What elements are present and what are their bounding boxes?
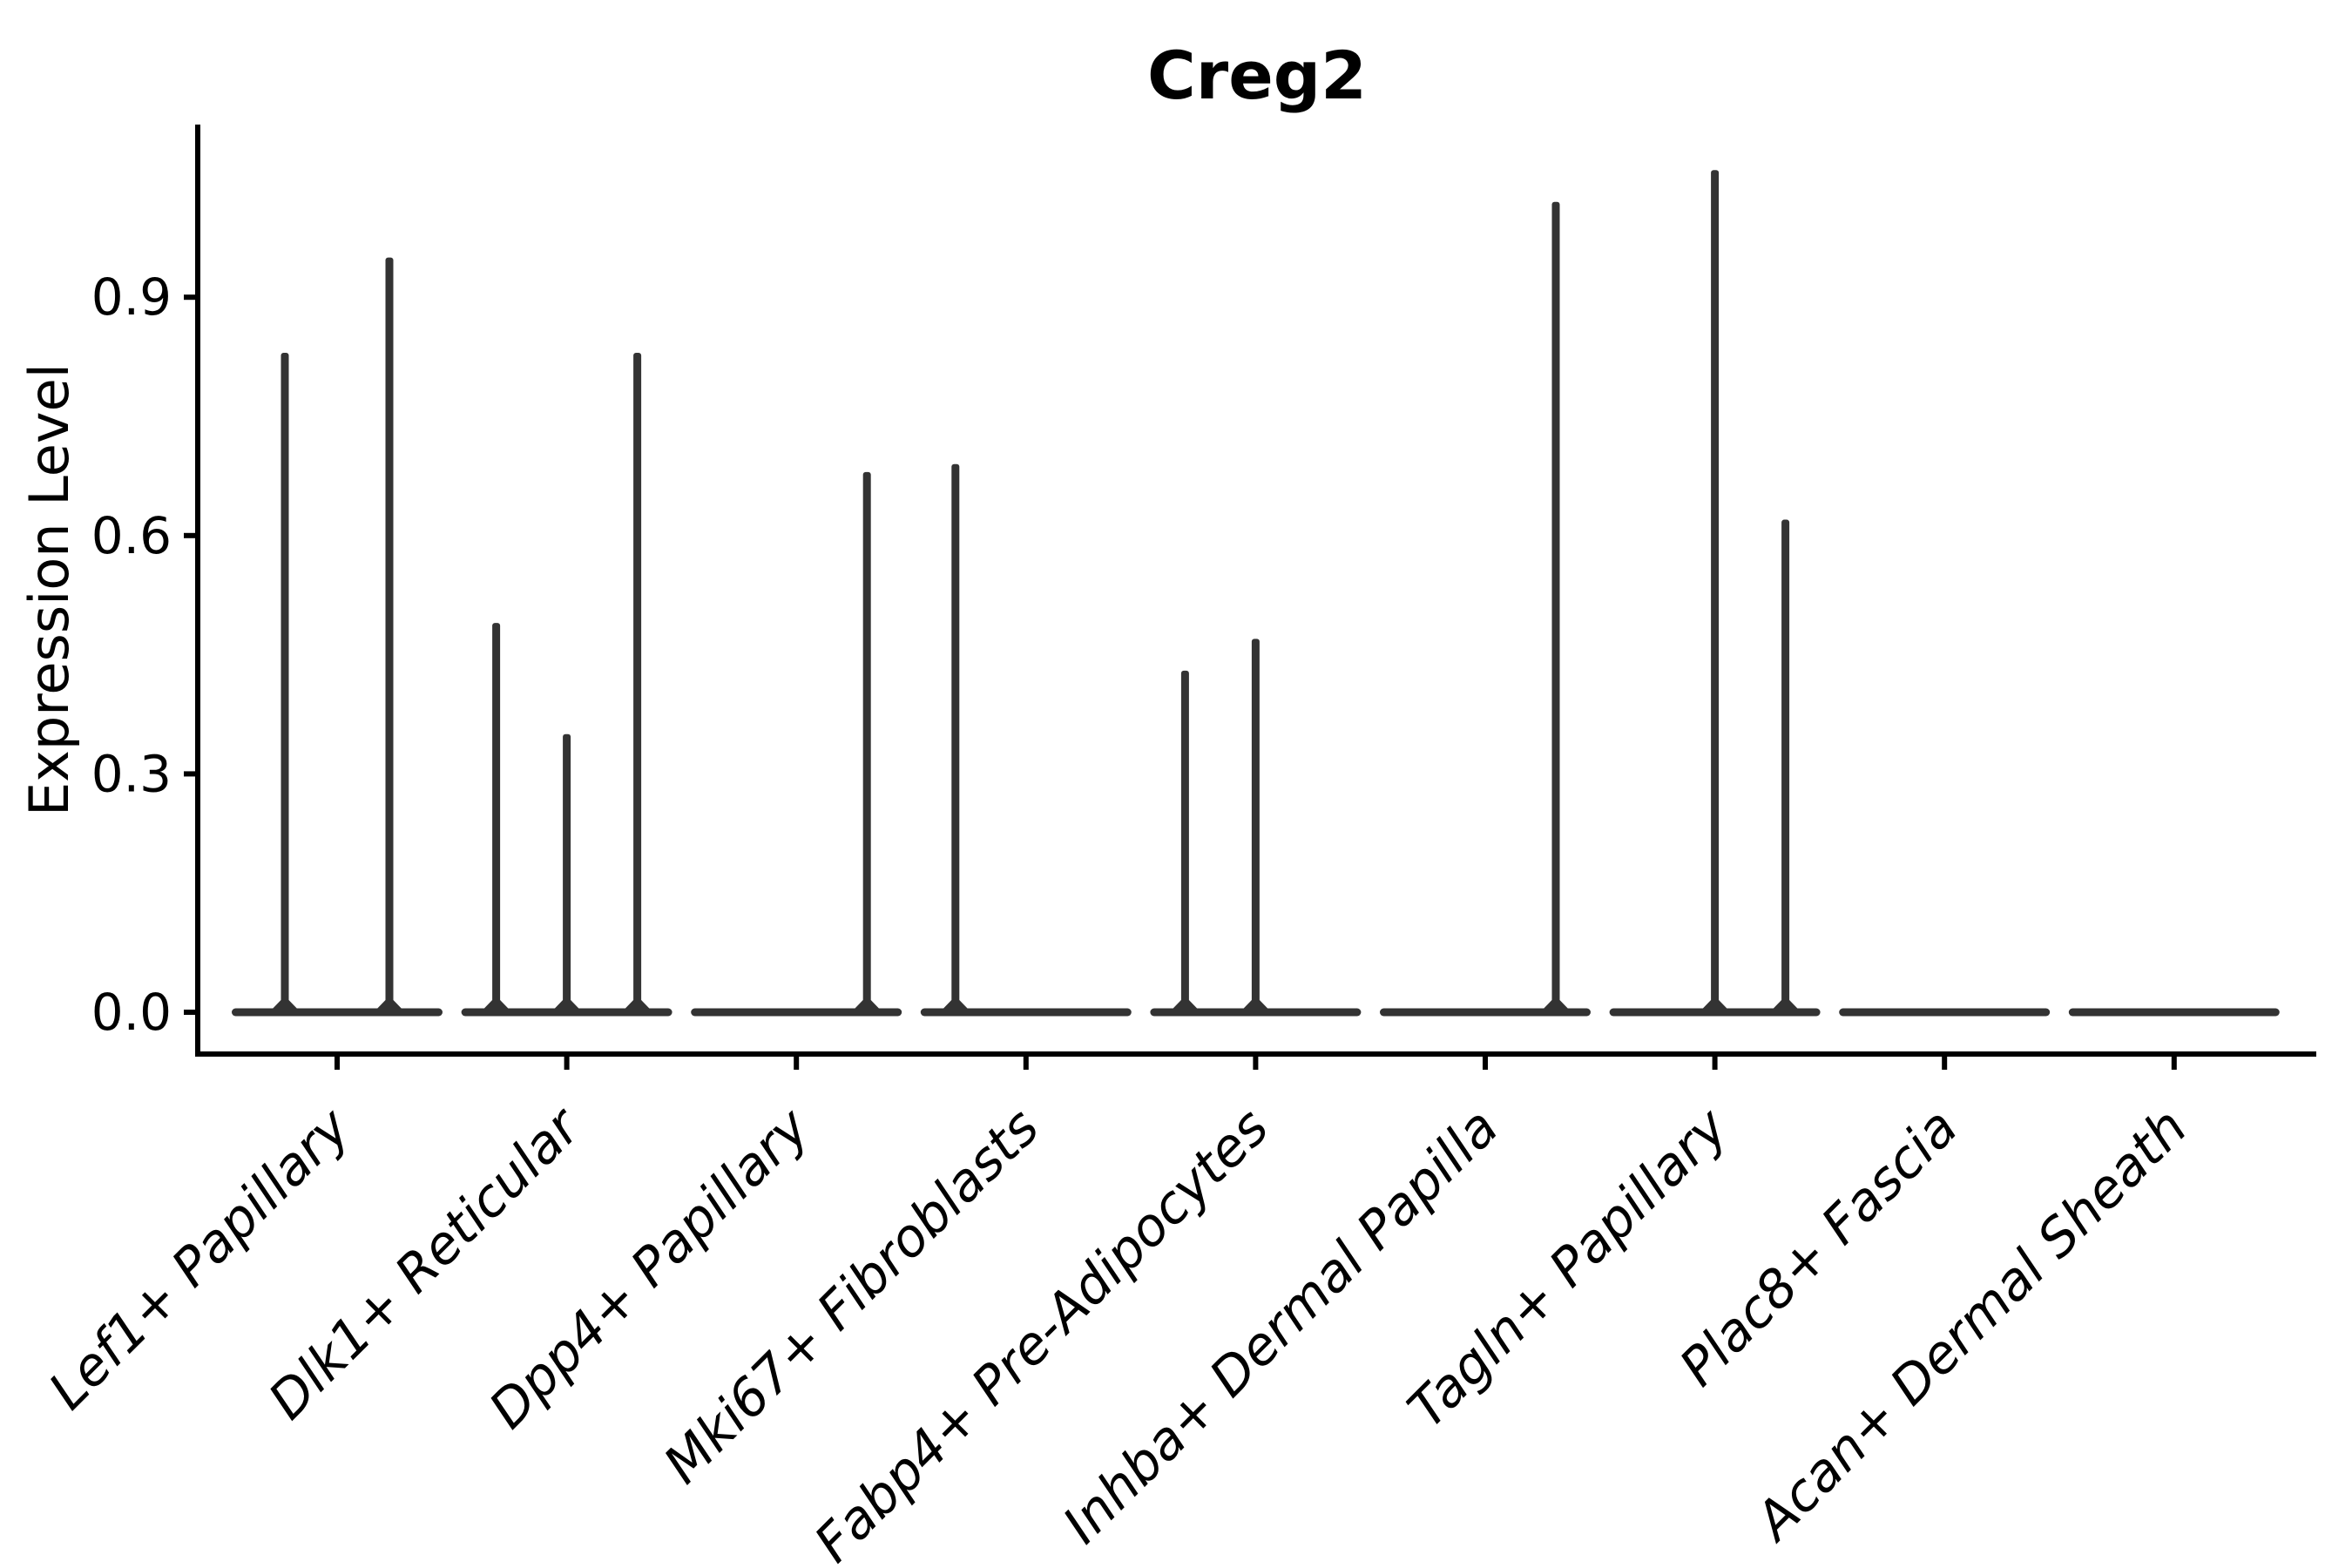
x-tick [1253, 1057, 1259, 1070]
violin-baseline [2068, 1008, 2280, 1017]
violin-1 [232, 257, 443, 1017]
violin-spike [1551, 201, 1560, 1012]
violin-baseline [1609, 1008, 1821, 1017]
violin-spike [951, 463, 960, 1012]
violin-baseline [1380, 1008, 1591, 1017]
y-axis-label: Expression Level [17, 363, 81, 816]
violin-5 [1150, 639, 1362, 1017]
violin-spike [1781, 519, 1790, 1012]
violin-6 [1380, 201, 1591, 1017]
x-tick [2171, 1057, 2177, 1070]
y-tick-label: 0.0 [91, 983, 172, 1042]
x-tick [1942, 1057, 1948, 1070]
violin-spike [862, 471, 871, 1012]
x-tick [564, 1057, 570, 1070]
y-ticks-group: 0.0 0.3 0.6 0.9 [91, 267, 196, 1042]
chart-title: Creg2 [1147, 37, 1367, 114]
violin-spike [492, 623, 501, 1012]
y-tick [184, 532, 196, 538]
x-tick [1023, 1057, 1029, 1070]
violin-baseline [920, 1008, 1132, 1017]
violin-spike [280, 353, 289, 1012]
violin-baseline [461, 1008, 672, 1017]
violin-baseline [691, 1008, 902, 1017]
violin-8 [1839, 1008, 2051, 1017]
violin-spike [1711, 170, 1720, 1012]
violin-spike [385, 257, 394, 1013]
violin-9 [2068, 1008, 2280, 1017]
violin-7 [1609, 170, 1821, 1017]
x-tick [1712, 1057, 1718, 1070]
x-tick-label: Mki67+ Fibroblasts [652, 1097, 1051, 1496]
violin-spike [1251, 639, 1260, 1012]
violin-4 [920, 463, 1132, 1017]
violins-group [232, 170, 2280, 1017]
y-tick [184, 1010, 196, 1015]
x-tick-label: Fabp4+ Pre-Adipocytes [803, 1097, 1281, 1568]
x-tick [794, 1057, 800, 1070]
violin-2 [461, 353, 672, 1017]
y-tick [184, 771, 196, 777]
y-tick-label: 0.6 [91, 506, 172, 565]
violin-baseline [1839, 1008, 2051, 1017]
x-axis-spine [195, 1051, 2316, 1057]
x-tick [1483, 1057, 1488, 1070]
violin-3 [691, 471, 902, 1017]
x-tick [335, 1057, 340, 1070]
y-tick-label: 0.3 [91, 744, 172, 803]
y-tick [184, 294, 196, 301]
violin-baseline [1150, 1008, 1362, 1017]
x-tick-label: Inhba+ Dermal Papilla [1051, 1097, 1510, 1555]
violin-spike [1180, 670, 1189, 1012]
violin-spike [563, 733, 571, 1012]
y-tick-label: 0.9 [91, 267, 172, 327]
y-axis-spine [195, 125, 200, 1057]
x-tick-label: Acan+ Dermal Sheath [1742, 1097, 2200, 1554]
violin-spike [633, 353, 642, 1012]
violin-baseline [232, 1008, 443, 1017]
